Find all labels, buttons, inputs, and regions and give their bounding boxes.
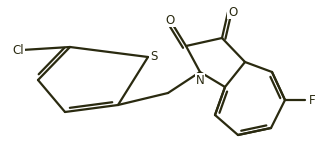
- Text: F: F: [309, 93, 315, 106]
- Text: O: O: [165, 14, 175, 27]
- Text: N: N: [196, 74, 204, 87]
- Text: O: O: [228, 6, 237, 18]
- Text: S: S: [150, 51, 158, 63]
- Text: Cl: Cl: [12, 44, 24, 57]
